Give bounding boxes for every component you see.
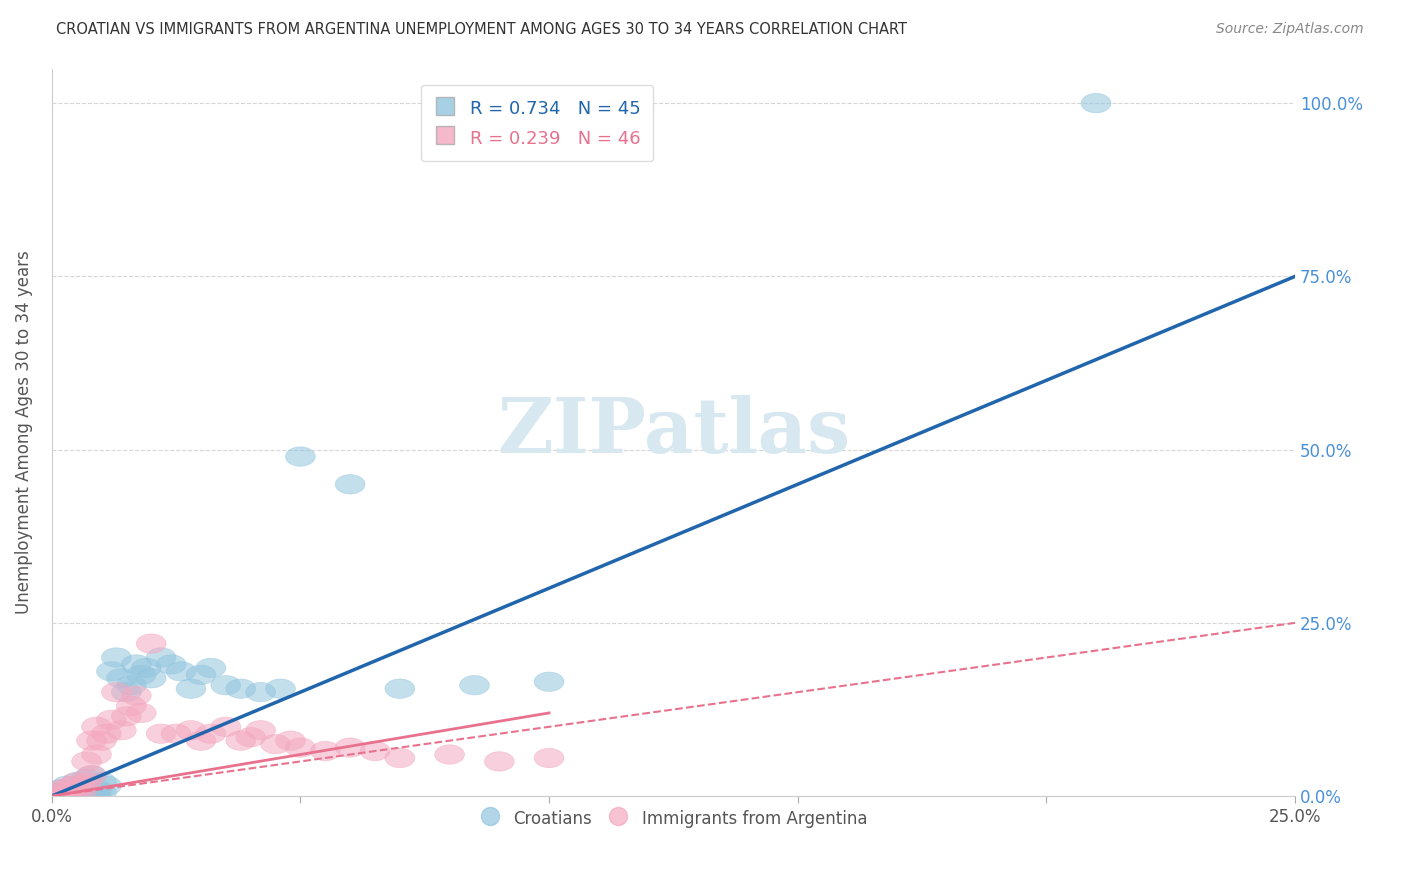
- Ellipse shape: [101, 682, 131, 702]
- Ellipse shape: [62, 780, 91, 799]
- Ellipse shape: [485, 752, 515, 772]
- Ellipse shape: [176, 679, 205, 698]
- Ellipse shape: [56, 787, 87, 805]
- Ellipse shape: [52, 787, 82, 805]
- Ellipse shape: [62, 783, 91, 802]
- Ellipse shape: [335, 475, 366, 494]
- Ellipse shape: [111, 682, 141, 702]
- Ellipse shape: [97, 662, 127, 681]
- Ellipse shape: [534, 748, 564, 768]
- Ellipse shape: [1081, 94, 1111, 113]
- Ellipse shape: [226, 731, 256, 750]
- Ellipse shape: [127, 703, 156, 723]
- Ellipse shape: [62, 772, 91, 792]
- Ellipse shape: [276, 731, 305, 750]
- Ellipse shape: [186, 731, 217, 750]
- Ellipse shape: [52, 776, 82, 796]
- Ellipse shape: [72, 780, 101, 799]
- Ellipse shape: [260, 734, 291, 754]
- Ellipse shape: [46, 787, 76, 805]
- Ellipse shape: [385, 748, 415, 768]
- Ellipse shape: [76, 783, 107, 802]
- Ellipse shape: [97, 710, 127, 730]
- Ellipse shape: [62, 772, 91, 792]
- Ellipse shape: [101, 648, 131, 667]
- Ellipse shape: [360, 741, 389, 761]
- Ellipse shape: [82, 780, 111, 799]
- Ellipse shape: [534, 672, 564, 691]
- Ellipse shape: [87, 772, 117, 792]
- Ellipse shape: [72, 769, 101, 789]
- Ellipse shape: [87, 783, 117, 802]
- Ellipse shape: [66, 776, 97, 796]
- Ellipse shape: [195, 724, 226, 743]
- Ellipse shape: [211, 717, 240, 737]
- Ellipse shape: [46, 780, 76, 799]
- Ellipse shape: [146, 724, 176, 743]
- Text: Source: ZipAtlas.com: Source: ZipAtlas.com: [1216, 22, 1364, 37]
- Ellipse shape: [91, 724, 121, 743]
- Ellipse shape: [385, 679, 415, 698]
- Y-axis label: Unemployment Among Ages 30 to 34 years: Unemployment Among Ages 30 to 34 years: [15, 251, 32, 615]
- Ellipse shape: [166, 662, 195, 681]
- Legend: Croatians, Immigrants from Argentina: Croatians, Immigrants from Argentina: [472, 801, 875, 835]
- Ellipse shape: [146, 648, 176, 667]
- Ellipse shape: [82, 745, 111, 764]
- Ellipse shape: [226, 679, 256, 698]
- Ellipse shape: [121, 655, 152, 674]
- Ellipse shape: [285, 447, 315, 467]
- Ellipse shape: [186, 665, 217, 684]
- Ellipse shape: [176, 721, 205, 740]
- Ellipse shape: [285, 738, 315, 757]
- Ellipse shape: [136, 634, 166, 653]
- Ellipse shape: [56, 787, 87, 805]
- Ellipse shape: [266, 679, 295, 698]
- Ellipse shape: [117, 675, 146, 695]
- Text: ZIPatlas: ZIPatlas: [496, 395, 851, 469]
- Ellipse shape: [211, 675, 240, 695]
- Ellipse shape: [195, 658, 226, 678]
- Ellipse shape: [56, 776, 87, 796]
- Ellipse shape: [52, 787, 82, 805]
- Ellipse shape: [46, 787, 76, 805]
- Ellipse shape: [127, 665, 156, 684]
- Ellipse shape: [91, 776, 121, 796]
- Ellipse shape: [76, 765, 107, 785]
- Ellipse shape: [56, 780, 87, 800]
- Ellipse shape: [156, 655, 186, 674]
- Ellipse shape: [107, 669, 136, 688]
- Ellipse shape: [42, 783, 72, 802]
- Ellipse shape: [162, 724, 191, 743]
- Ellipse shape: [131, 658, 162, 678]
- Ellipse shape: [121, 686, 152, 706]
- Ellipse shape: [117, 697, 146, 715]
- Ellipse shape: [311, 741, 340, 761]
- Ellipse shape: [76, 731, 107, 750]
- Text: CROATIAN VS IMMIGRANTS FROM ARGENTINA UNEMPLOYMENT AMONG AGES 30 TO 34 YEARS COR: CROATIAN VS IMMIGRANTS FROM ARGENTINA UN…: [56, 22, 907, 37]
- Ellipse shape: [87, 731, 117, 750]
- Ellipse shape: [72, 772, 101, 792]
- Ellipse shape: [434, 745, 464, 764]
- Ellipse shape: [72, 752, 101, 772]
- Ellipse shape: [111, 706, 141, 726]
- Ellipse shape: [82, 717, 111, 737]
- Ellipse shape: [236, 728, 266, 747]
- Ellipse shape: [246, 721, 276, 740]
- Ellipse shape: [335, 738, 366, 757]
- Ellipse shape: [46, 780, 76, 799]
- Ellipse shape: [136, 669, 166, 688]
- Ellipse shape: [460, 675, 489, 695]
- Ellipse shape: [246, 682, 276, 702]
- Ellipse shape: [66, 776, 97, 796]
- Ellipse shape: [66, 787, 97, 805]
- Ellipse shape: [66, 783, 97, 802]
- Ellipse shape: [42, 783, 72, 802]
- Ellipse shape: [107, 721, 136, 740]
- Ellipse shape: [82, 787, 111, 805]
- Ellipse shape: [76, 765, 107, 785]
- Ellipse shape: [52, 783, 82, 802]
